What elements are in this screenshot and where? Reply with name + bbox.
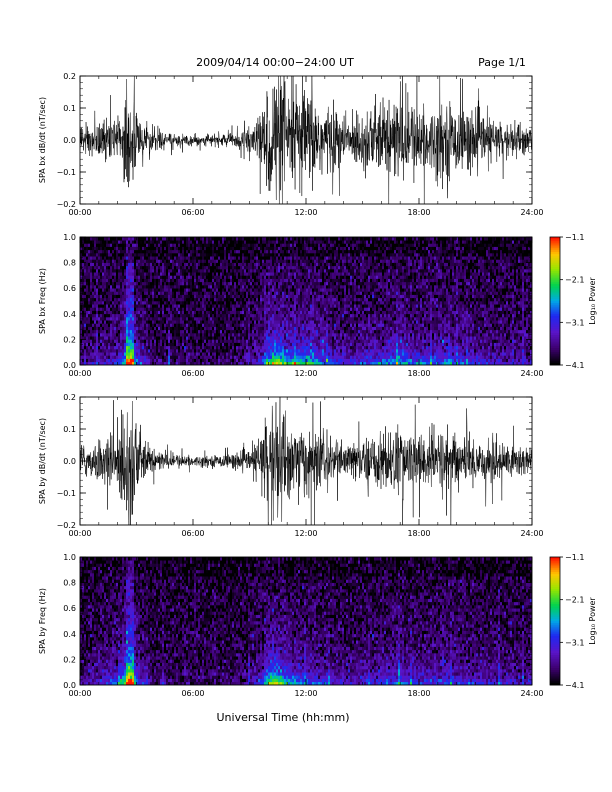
waveform-trace: [80, 76, 532, 204]
colorbar: −1.1 −2.1 −3.1 −4.1 Log₁₀ Power: [549, 553, 597, 690]
y-tick-label: 1.0: [63, 233, 76, 242]
y-tick-label: 0.6: [63, 604, 76, 613]
y-tick-label: 0.1: [63, 425, 76, 434]
y-tick-label: −0.1: [57, 489, 76, 498]
x-tick-label: 18:00: [407, 529, 430, 538]
x-tick-label: 06:00: [181, 208, 204, 217]
colorbar-tick-label: −3.1: [565, 638, 584, 647]
panel-4: −1.1 −2.1 −3.1 −4.1 Log₁₀ Power 00:00 06:00 12:…: [38, 553, 597, 698]
colorbar-tick-label: −1.1: [565, 233, 584, 242]
x-tick-label: 18:00: [407, 369, 430, 378]
y-tick-label: 0.0: [63, 457, 76, 466]
waveform-trace: [80, 397, 532, 525]
y-axis-label: SPA bx Freq (Hz): [38, 268, 47, 334]
x-tick-label: 00:00: [68, 369, 91, 378]
y-tick-label: 0.4: [63, 310, 76, 319]
y-tick-label: 0.1: [63, 104, 76, 113]
x-tick-label: 24:00: [520, 208, 543, 217]
colorbar-tick-label: −1.1: [565, 553, 584, 562]
y-tick-label: 0.8: [63, 259, 76, 268]
x-tick-label: 18:00: [407, 208, 430, 217]
x-tick-label: 12:00: [294, 369, 317, 378]
x-tick-label: 12:00: [294, 208, 317, 217]
x-tick-label: 00:00: [68, 529, 91, 538]
y-axis-label: SPA bx dB/dt (nT/sec): [38, 97, 47, 183]
y-tick-label: 0.4: [63, 630, 76, 639]
x-tick-label: 24:00: [520, 529, 543, 538]
y-tick-label: −0.2: [57, 200, 76, 209]
date-range-title: 2009/04/14 00:00−24:00 UT: [196, 56, 354, 69]
spectrogram: [80, 237, 532, 365]
panel-1: 00:00 06:00 12:00 18:00 24:00 0.2 0.1 0.0 −0.1 −0…: [38, 72, 544, 217]
x-tick-label: 06:00: [181, 689, 204, 698]
y-axis-label: SPA by dB/dt (nT/sec): [38, 418, 47, 504]
x-tick-label: 24:00: [520, 689, 543, 698]
y-tick-label: 0.2: [63, 72, 76, 81]
colorbar-tick-label: −4.1: [565, 361, 584, 370]
y-tick-label: 0.2: [63, 655, 76, 664]
colorbar: −1.1 −2.1 −3.1 −4.1 Log₁₀ Power: [549, 233, 597, 370]
y-axis-label: SPA by Freq (Hz): [38, 588, 47, 654]
panel-2: −1.1 −2.1 −3.1 −4.1 Log₁₀ Power 00:00 06:00 12:…: [38, 233, 597, 378]
x-tick-label: 12:00: [294, 689, 317, 698]
colorbar-tick-label: −3.1: [565, 318, 584, 327]
colorbar-tick-label: −4.1: [565, 681, 584, 690]
colorbar-label: Log₁₀ Power: [588, 597, 597, 645]
y-tick-label: 0.0: [63, 361, 76, 370]
x-tick-label: 06:00: [181, 369, 204, 378]
page-indicator: Page 1/1: [478, 56, 526, 69]
y-tick-label: 0.0: [63, 681, 76, 690]
y-tick-label: 0.8: [63, 579, 76, 588]
x-tick-label: 06:00: [181, 529, 204, 538]
y-tick-label: 0.0: [63, 136, 76, 145]
x-tick-label: 00:00: [68, 689, 91, 698]
colorbar-label: Log₁₀ Power: [588, 277, 597, 325]
x-tick-label: 24:00: [520, 369, 543, 378]
y-tick-label: 1.0: [63, 553, 76, 562]
spectrogram: [80, 557, 532, 685]
y-tick-label: 0.2: [63, 335, 76, 344]
panel-3: 00:00 06:00 12:00 18:00 24:00 0.2 0.1 0.0 −0.1 −0…: [38, 393, 544, 538]
colorbar-tick-label: −2.1: [565, 596, 584, 605]
y-tick-label: 0.6: [63, 284, 76, 293]
x-tick-label: 12:00: [294, 529, 317, 538]
y-tick-label: 0.2: [63, 393, 76, 402]
y-tick-label: −0.1: [57, 168, 76, 177]
x-axis-label: Universal Time (hh:mm): [217, 711, 350, 724]
colorbar-tick-label: −2.1: [565, 276, 584, 285]
x-tick-label: 00:00: [68, 208, 91, 217]
y-tick-label: −0.2: [57, 521, 76, 530]
x-tick-label: 18:00: [407, 689, 430, 698]
